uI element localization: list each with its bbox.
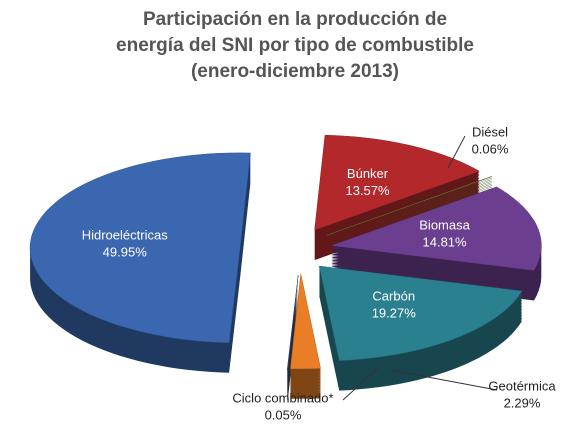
slice [290,273,321,370]
slice [314,134,481,231]
slice-value-label: 19.27% [372,305,417,320]
slice-label: Carbón [372,288,415,303]
slice-label: Biomasa [419,218,470,233]
slice-value-label: 13.57% [345,183,390,198]
chart-title: Participación en la producción de [143,9,447,30]
slice [326,176,493,236]
leader-line [342,367,379,401]
slice-label: Ciclo combinado* [232,390,333,405]
leader-line [389,369,498,391]
slice-value-label: 0.06% [472,141,509,156]
slice-label: Diésel [472,124,508,139]
slice-value-label: 2.29% [504,395,541,410]
slice [29,152,251,343]
chart-title: energía del SNI por tipo de combustible [116,35,474,56]
slice [286,275,299,371]
slice [318,265,523,361]
slice-side [287,276,299,401]
slice-value-label: 14.81% [423,235,468,250]
chart-title: (enero-diciembre 2013) [191,61,399,82]
slice-label: Hidroeléctricas [82,228,168,243]
slice [331,186,542,271]
leader-line [447,135,466,169]
slice-value-label: 0.05% [265,407,302,422]
slice-label: Geotérmica [488,378,556,393]
slice-value-label: 49.95% [103,245,148,260]
slice-label: Búnker [347,166,389,181]
